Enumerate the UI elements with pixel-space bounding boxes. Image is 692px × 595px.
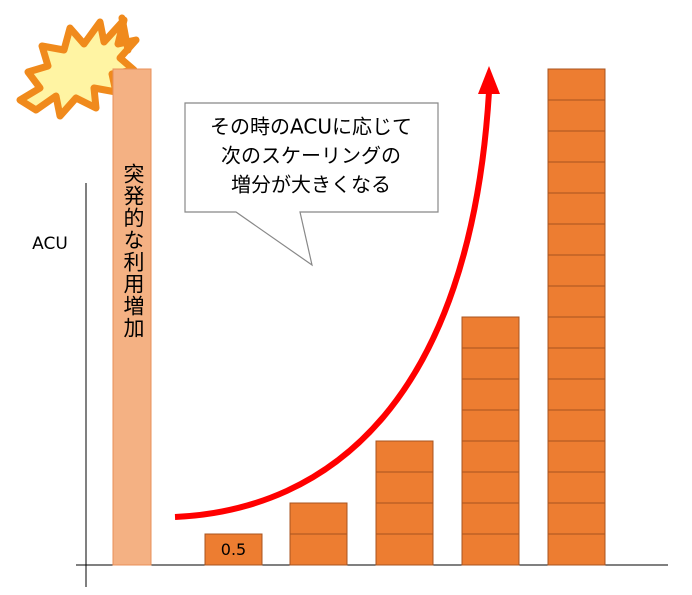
arrow-head [478, 66, 500, 94]
callout-text: その時のACUに応じて [210, 115, 412, 139]
burst-icon [16, 14, 140, 120]
growth-arrow [174, 91, 492, 520]
callout-text: 増分が大きくなる [231, 173, 391, 197]
y-axis-label: ACU [32, 234, 68, 254]
spike-label: 突発的な利用増加 [121, 163, 145, 339]
bar [204, 533, 263, 566]
bar-label: 0.5 [221, 540, 246, 559]
callout-text: 次のスケーリングの [221, 144, 401, 168]
spike-bar [112, 68, 152, 566]
callout-box [184, 102, 439, 267]
